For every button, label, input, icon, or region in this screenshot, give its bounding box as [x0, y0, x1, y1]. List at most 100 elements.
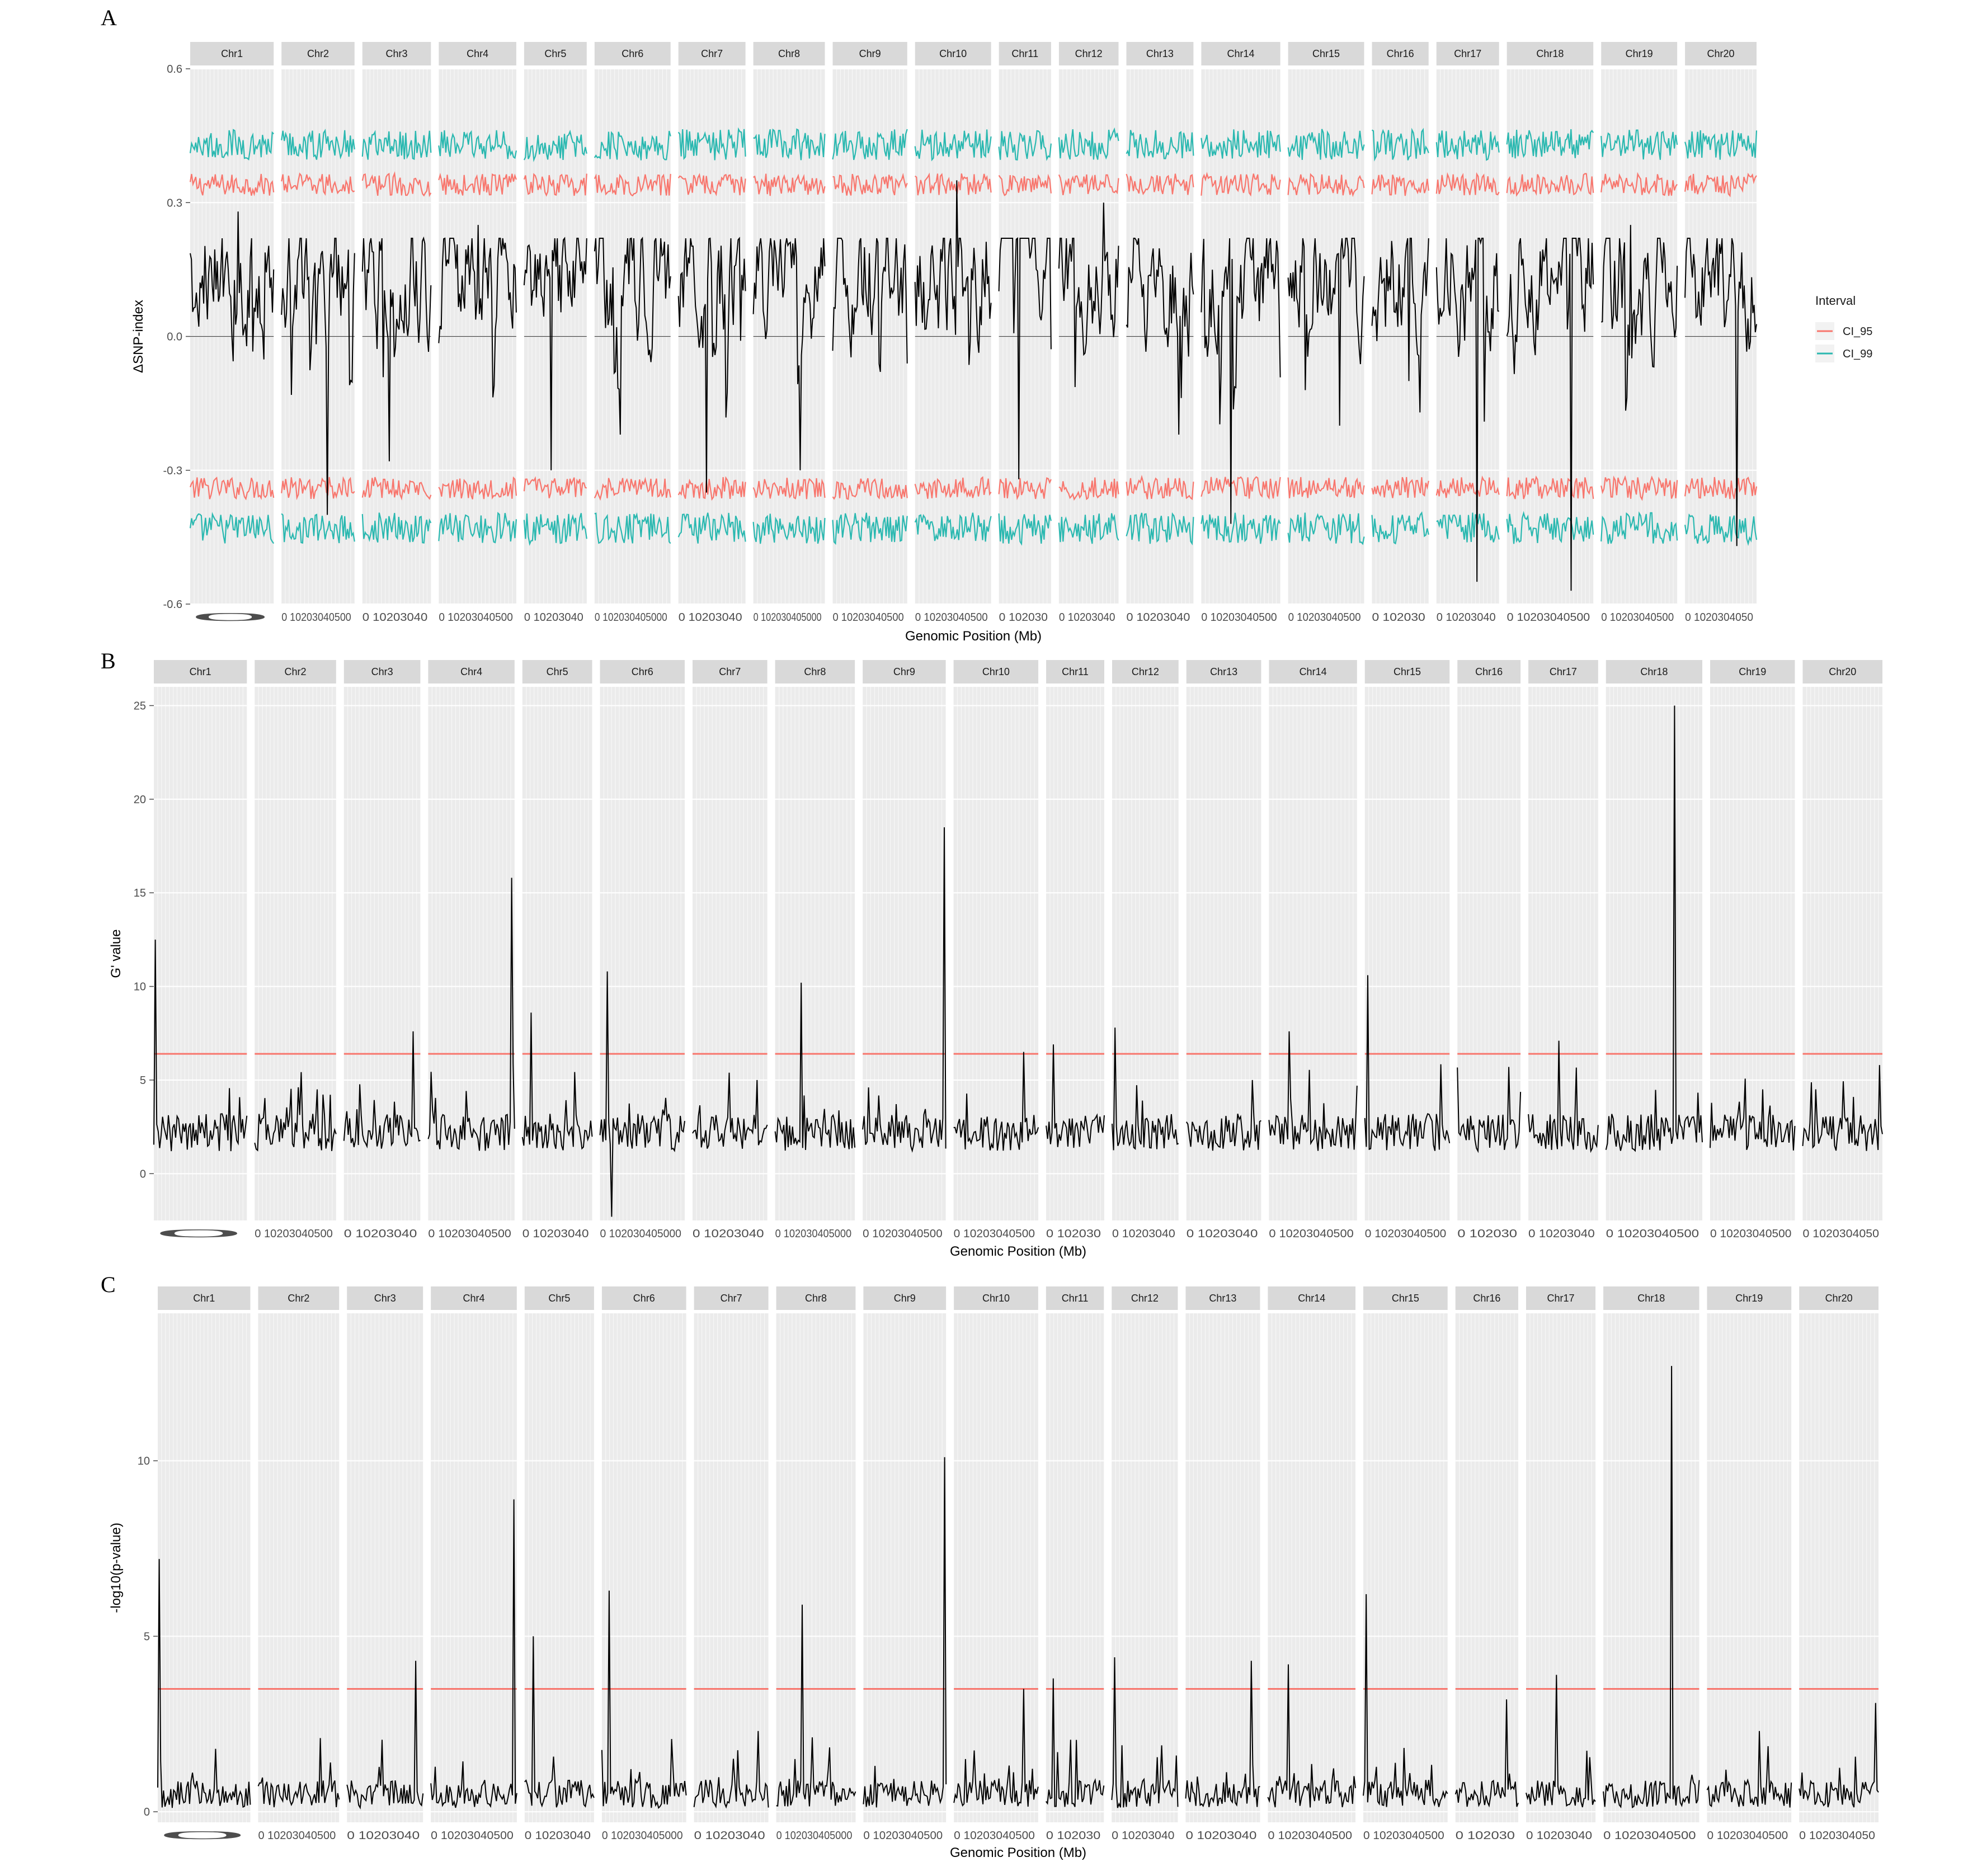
facet-strip-label: Chr7 — [721, 1293, 742, 1304]
x-tick-labels: 0 10203040500 — [1363, 1830, 1444, 1842]
facet-chr6-series — [601, 1590, 687, 1809]
facet-strip-label: Chr11 — [1011, 48, 1038, 59]
facet-strip-label: Chr9 — [894, 1293, 916, 1304]
facet-strip — [281, 42, 355, 65]
ci99-upper-line — [998, 130, 1052, 161]
ci99-lower-line — [998, 513, 1052, 546]
ci95-lower-line — [1600, 475, 1678, 501]
x-tick-labels: 0 10203040 — [1059, 611, 1115, 624]
statistic-line — [1603, 1366, 1700, 1809]
facet-chr13-series — [1185, 1661, 1260, 1807]
x-tick-labels: 0 — [190, 611, 270, 624]
facet-chr14: Chr14 0 10203040500 — [1269, 660, 1357, 1240]
delta-snp-index-line — [281, 238, 355, 515]
facet-chr9-series — [863, 1457, 947, 1808]
ci99-lower-line — [832, 512, 908, 545]
facet-strip-label: Chr8 — [778, 48, 800, 59]
facet-chr14-series — [1268, 1031, 1358, 1151]
statistic-line — [1605, 705, 1703, 1152]
facet-strip-label: Chr5 — [544, 48, 566, 59]
facet-chr13: Chr13 0 10203040 — [1186, 660, 1261, 1240]
facet-chr4: Chr4 0 10203040500 — [428, 660, 515, 1240]
facet-chr3-series — [346, 1661, 424, 1810]
x-tick-labels: 0 102030 — [999, 611, 1048, 624]
ci95-lower-line — [677, 476, 746, 501]
x-tick-labels: 0 1020304050 — [1802, 1228, 1879, 1240]
facet-chr18: Chr18 0 10203040500 — [1506, 42, 1594, 624]
statistic-line — [343, 1031, 421, 1149]
x-tick-labels: 0 10203040 — [1528, 1228, 1595, 1240]
statistic-line — [776, 1604, 856, 1807]
facet-strip — [1126, 42, 1194, 65]
facet-chr1: Chr1 0 — [158, 1286, 251, 1842]
delta-snp-index-line — [1506, 238, 1594, 591]
facet-chr14: Chr14 0 10203040500 — [1201, 42, 1280, 624]
facet-panel-background — [1112, 1313, 1178, 1822]
ci95-lower-line — [1684, 477, 1758, 499]
delta-snp-index-line — [438, 225, 517, 398]
ci95-upper-line — [1201, 172, 1281, 197]
ci99-lower-line — [752, 513, 826, 544]
facet-strip-label: Chr9 — [859, 48, 881, 59]
x-axis-title: Genomic Position (Mb) — [950, 1244, 1086, 1259]
facet-chr7-series — [677, 127, 746, 544]
delta-snp-index-line — [1287, 238, 1365, 426]
facet-strip — [343, 660, 421, 684]
statistic-line — [599, 971, 685, 1217]
facet-strip-label: Chr2 — [288, 1293, 309, 1304]
ci95-upper-line — [438, 172, 517, 196]
ci95-lower-line — [523, 476, 587, 498]
facet-strip — [601, 1286, 686, 1310]
ci95-lower-line — [832, 478, 908, 500]
delta-snp-index-line — [1201, 238, 1281, 524]
facet-chr16-series — [1457, 1053, 1522, 1153]
x-tick-labels: 0 102030405000 — [775, 1228, 852, 1240]
facet-chr17: Chr17 0 10203040 — [1526, 1286, 1596, 1842]
y-tick-label: 20 — [134, 794, 146, 806]
x-tick-labels: 0 10203040 — [693, 1228, 764, 1240]
facet-strip — [1268, 1286, 1356, 1310]
ci99-upper-line — [361, 130, 432, 161]
y-axis-title: ΔSNP-index — [131, 300, 146, 373]
ci99-lower-line — [677, 512, 746, 544]
facet-chr8-series — [774, 982, 856, 1151]
y-tick-label: 0 — [144, 1806, 150, 1818]
facet-strip — [863, 1286, 947, 1310]
statistic-line — [1528, 1040, 1599, 1153]
facet-strip-label: Chr1 — [221, 48, 243, 59]
x-tick-labels: 0 10203040 — [522, 1228, 589, 1240]
x-tick-labels: 0 10203040500 — [863, 1228, 942, 1240]
statistic-line — [524, 1636, 595, 1808]
facet-strip-label: Chr18 — [1640, 666, 1668, 677]
facet-chr15: Chr15 0 10203040500 — [1288, 42, 1364, 624]
facet-chr16: Chr16 0 102030 — [1455, 1286, 1518, 1842]
facet-strip-label: Chr11 — [1062, 666, 1089, 677]
facet-strip-label: Chr15 — [1392, 1293, 1419, 1304]
x-tick-labels: 0 10203040 — [525, 1830, 591, 1842]
facet-chr18: Chr18 0 10203040500 — [1603, 1286, 1699, 1842]
y-tick-label: 25 — [134, 700, 146, 712]
ci99-lower-line — [914, 512, 992, 542]
facet-strip-label: Chr15 — [1312, 48, 1340, 59]
x-tick-labels: 0 10203040500 — [1707, 1830, 1788, 1842]
facet-chr13-series — [1185, 1053, 1261, 1151]
statistic-line — [1454, 1699, 1519, 1808]
statistic-line — [1268, 1031, 1358, 1151]
facet-chr4-series — [438, 130, 517, 544]
facet-chr8: Chr8 0 102030405000 — [776, 1286, 856, 1842]
statistic-line — [346, 1661, 424, 1810]
facet-strip — [1046, 1286, 1104, 1310]
statistic-line — [157, 1559, 251, 1808]
x-tick-labels: 0 10203040500 — [1268, 1830, 1352, 1842]
facet-strip-label: Chr10 — [939, 48, 967, 59]
legend-label: CI_99 — [1843, 348, 1872, 360]
facet-chr1-series — [153, 939, 248, 1152]
facet-strip — [1269, 660, 1357, 684]
statistic-line — [1363, 1594, 1448, 1807]
facet-chr15-series — [1287, 129, 1365, 545]
ci95-upper-line — [1684, 172, 1757, 197]
ci95-lower-line — [1506, 475, 1594, 499]
ci99-upper-line — [914, 129, 992, 162]
